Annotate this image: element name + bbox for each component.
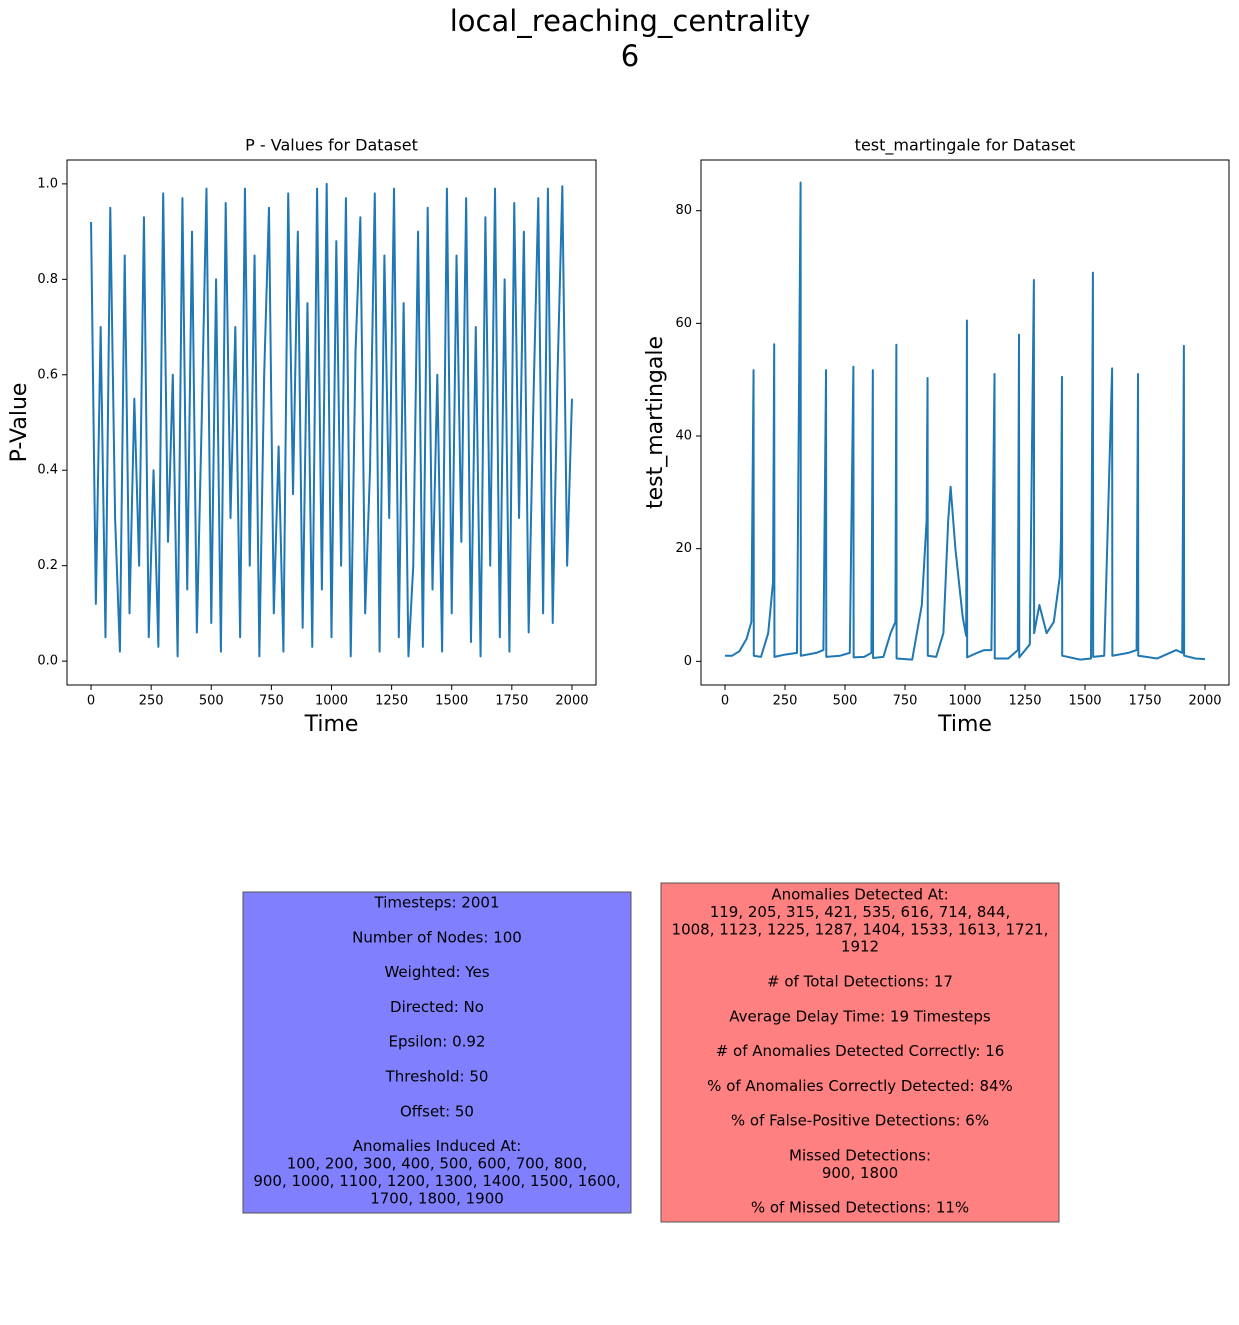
info-text: 900, 1800 (822, 1164, 898, 1182)
y-tick-label: 0.0 (37, 654, 58, 669)
axes-frame (700, 159, 1230, 686)
axes-title: test_martingale for Dataset (855, 136, 1076, 156)
x-tick-label: 1250 (1008, 694, 1041, 709)
info-text: Number of Nodes: 100 (352, 928, 522, 946)
y-tick-label: 80 (675, 203, 692, 218)
info-text: Offset: 50 (400, 1102, 474, 1120)
info-text: 100, 200, 300, 400, 500, 600, 700, 800, (287, 1155, 588, 1173)
x-axis-label: Time (937, 712, 992, 737)
y-tick-label: 1.0 (37, 176, 58, 191)
info-text: 1912 (841, 938, 879, 956)
y-tick-label: 0.4 (37, 463, 58, 478)
x-tick-label: 1000 (948, 694, 981, 709)
info-text: % of Missed Detections: 11% (751, 1199, 969, 1217)
info-text: Weighted: Yes (384, 963, 489, 981)
info-text: % of Anomalies Correctly Detected: 84% (707, 1077, 1013, 1095)
figure-title: 6 (621, 39, 639, 73)
info-text: 1700, 1800, 1900 (370, 1189, 504, 1207)
x-tick-label: 750 (259, 694, 284, 709)
x-tick-label: 250 (773, 694, 798, 709)
x-tick-label: 1500 (435, 694, 468, 709)
figure-title: local_reaching_centrality (450, 4, 811, 38)
y-axis-label: test_martingale (643, 336, 668, 509)
info-box (660, 882, 1060, 1223)
x-tick-label: 1250 (375, 694, 408, 709)
info-text: % of False-Positive Detections: 6% (731, 1112, 989, 1130)
info-text: Missed Detections: (789, 1147, 931, 1165)
info-text: 900, 1000, 1100, 1200, 1300, 1400, 1500,… (253, 1172, 620, 1190)
info-text: 1008, 1123, 1225, 1287, 1404, 1533, 1613… (672, 920, 1049, 938)
info-box (242, 891, 632, 1214)
y-tick-label: 0.2 (37, 558, 58, 573)
axes-frame (66, 159, 597, 686)
x-axis-label: Time (304, 712, 359, 737)
x-tick-label: 1750 (495, 694, 528, 709)
info-text: Average Delay Time: 19 Timesteps (729, 1007, 991, 1025)
info-text: 119, 205, 315, 421, 535, 616, 714, 844, (710, 903, 1011, 921)
x-tick-label: 750 (893, 694, 918, 709)
info-text: Timesteps: 2001 (374, 894, 500, 912)
info-text: Anomalies Detected At: (771, 886, 948, 904)
data-line (90, 182, 573, 658)
x-tick-label: 1750 (1128, 694, 1161, 709)
info-text: Threshold: 50 (385, 1068, 489, 1086)
y-axis-label: P-Value (7, 383, 32, 463)
x-tick-label: 0 (721, 694, 729, 709)
y-tick-label: 40 (675, 429, 692, 444)
y-tick-label: 0.6 (37, 367, 58, 382)
x-tick-label: 1500 (1068, 694, 1101, 709)
x-tick-label: 2000 (555, 694, 588, 709)
axes-title: P - Values for Dataset (245, 136, 418, 155)
x-tick-label: 1000 (315, 694, 348, 709)
x-tick-label: 0 (87, 694, 95, 709)
y-tick-label: 60 (675, 316, 692, 331)
info-text: Epsilon: 0.92 (388, 1033, 485, 1051)
info-text: Anomalies Induced At: (353, 1137, 522, 1155)
data-line (725, 181, 1206, 661)
x-tick-label: 500 (199, 694, 224, 709)
x-tick-label: 500 (833, 694, 858, 709)
info-text: # of Total Detections: 17 (767, 973, 953, 991)
info-text: Directed: No (390, 998, 484, 1016)
y-tick-label: 20 (675, 541, 692, 556)
info-text: # of Anomalies Detected Correctly: 16 (716, 1042, 1005, 1060)
x-tick-label: 2000 (1188, 694, 1221, 709)
y-tick-label: 0 (684, 654, 692, 669)
x-tick-label: 250 (139, 694, 164, 709)
y-tick-label: 0.8 (37, 272, 58, 287)
